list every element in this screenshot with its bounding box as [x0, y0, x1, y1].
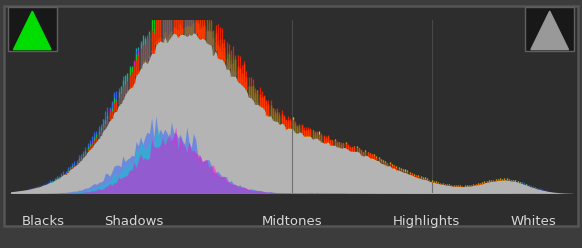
FancyBboxPatch shape [525, 7, 574, 51]
Text: Highlights: Highlights [393, 215, 460, 227]
Text: Whites: Whites [510, 215, 556, 227]
Text: Shadows: Shadows [105, 215, 164, 227]
FancyBboxPatch shape [8, 7, 57, 51]
FancyBboxPatch shape [4, 6, 578, 226]
Text: Midtones: Midtones [261, 215, 322, 227]
Polygon shape [531, 11, 569, 50]
Polygon shape [13, 11, 51, 50]
Text: Blacks: Blacks [22, 215, 65, 227]
